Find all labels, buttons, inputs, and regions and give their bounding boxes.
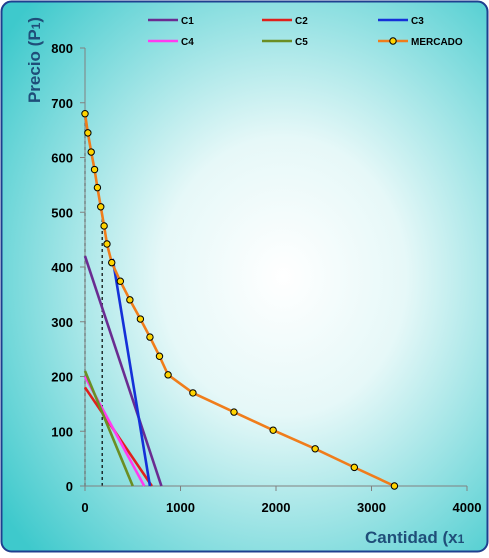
y-tick-label: 100 — [51, 424, 73, 439]
series-point-mercado — [164, 371, 172, 379]
series-point-mercado — [390, 482, 399, 490]
x-axis-title-subscript: 1 — [458, 532, 465, 546]
series-point-mercado — [81, 110, 89, 118]
y-tick-label: 600 — [51, 151, 73, 166]
y-axis-title-subscript: 1 — [29, 22, 43, 29]
x-tick-label: 3000 — [357, 500, 386, 515]
series-layer — [81, 110, 399, 490]
series-point-mercado — [350, 463, 359, 472]
y-tick-label: 400 — [51, 260, 73, 275]
series-point-mercado — [230, 408, 238, 416]
series-point-mercado — [311, 445, 319, 453]
y-axis-title-text: Precio (P — [25, 29, 44, 103]
series-line-c5 — [83, 370, 134, 487]
x-axis-title-text: Cantidad (x — [365, 528, 458, 547]
legend-label-c4: C4 — [181, 37, 194, 48]
series-point-mercado — [103, 240, 111, 248]
legend-label-c5: C5 — [295, 37, 308, 48]
series-point-mercado — [93, 183, 102, 192]
series-point-mercado — [90, 165, 99, 174]
x-tick-label: 2000 — [262, 500, 291, 515]
series-point-mercado — [126, 296, 134, 304]
legend-label-mercado: MERCADO — [411, 37, 463, 48]
tick-labels: 0 100 200 300 400 500 600 700 800 0 1000 2000 3000 40… — [51, 41, 481, 515]
series-point-mercado — [136, 315, 145, 323]
series-point-mercado — [100, 222, 108, 230]
y-tick-label: 200 — [51, 370, 73, 385]
y-tick-label: 800 — [51, 41, 73, 56]
series-point-mercado — [108, 258, 116, 267]
y-axis-title-suffix: ) — [25, 17, 44, 23]
y-tick-label: 700 — [51, 96, 73, 111]
y-tick-label: 300 — [51, 315, 73, 330]
legend-label-c3: C3 — [411, 16, 424, 27]
x-tick-label: 0 — [81, 500, 88, 515]
legend-label-c2: C2 — [295, 16, 308, 27]
x-tick-label: 4000 — [453, 500, 482, 515]
series-line-c1 — [83, 255, 163, 487]
series-point-mercado — [155, 352, 164, 360]
y-axis-title: Precio (P1) — [25, 17, 44, 103]
series-line-c3 — [111, 258, 152, 487]
series-point-mercado — [87, 148, 95, 156]
series-point-mercado — [269, 426, 277, 434]
series-point-mercado — [97, 203, 105, 211]
x-tick-label: 1000 — [166, 500, 195, 515]
legend-marker-mercado — [389, 37, 397, 45]
legend-label-c1: C1 — [181, 16, 194, 27]
x-axis-title: Cantidad (x1 — [365, 528, 465, 547]
series-point-mercado — [189, 389, 197, 397]
legend: C1 C2 C3 C4 C5 MERCADO — [148, 16, 463, 48]
y-tick-label: 500 — [51, 205, 73, 220]
series-point-mercado — [84, 129, 92, 137]
series-point-mercado — [116, 277, 125, 285]
series-point-mercado — [146, 333, 154, 341]
y-tick-label: 0 — [66, 479, 73, 494]
